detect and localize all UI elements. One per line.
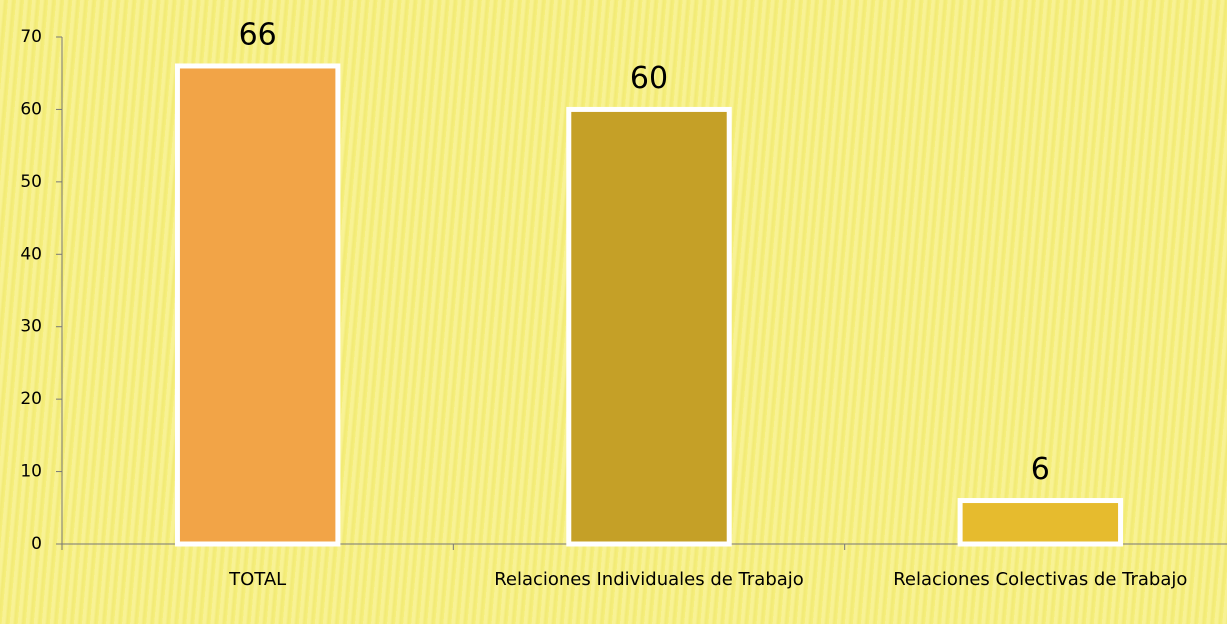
y-tick-label: 40 — [20, 244, 42, 264]
y-tick-label: 70 — [20, 27, 42, 47]
value-label: 6 — [1031, 452, 1050, 487]
y-tick-label: 60 — [20, 99, 42, 119]
x-tick-label: Relaciones Individuales de Trabajo — [494, 569, 804, 590]
value-label: 66 — [239, 17, 277, 52]
x-tick-label: TOTAL — [228, 569, 286, 590]
bar — [174, 63, 341, 547]
value-label: 60 — [630, 61, 668, 96]
y-tick-label: 30 — [20, 317, 42, 337]
x-tick-label: Relaciones Colectivas de Trabajo — [893, 569, 1187, 590]
y-tick-label: 50 — [20, 172, 42, 192]
y-tick-label: 20 — [20, 389, 42, 409]
bar — [957, 498, 1124, 547]
y-tick-label: 0 — [31, 534, 42, 554]
y-tick-label: 10 — [20, 462, 42, 482]
bar — [566, 106, 732, 547]
